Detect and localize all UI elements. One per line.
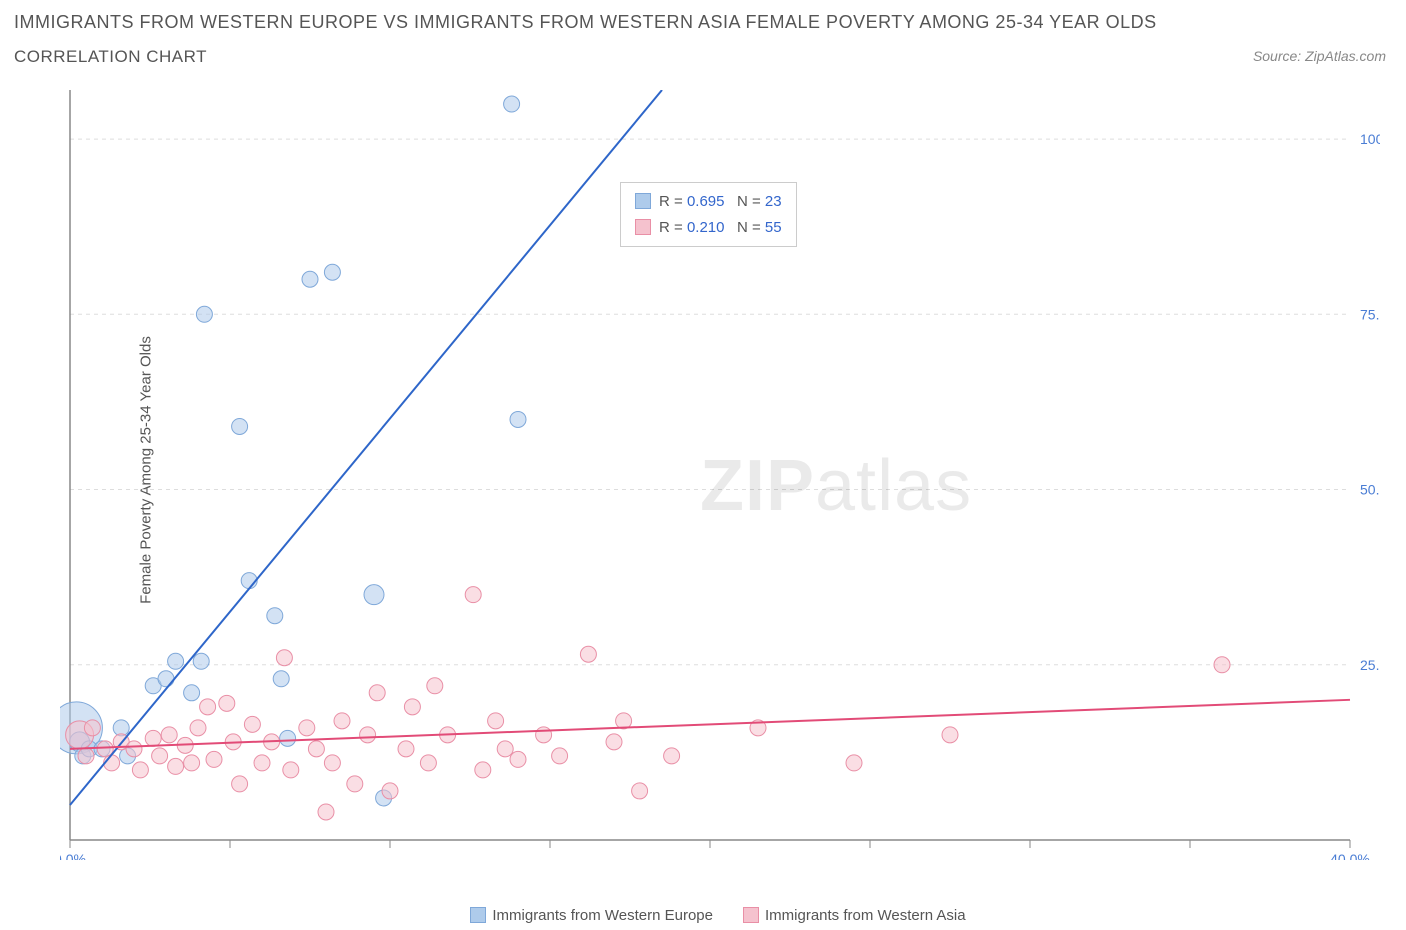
data-point (360, 727, 376, 743)
data-point (273, 671, 289, 687)
data-point (497, 741, 513, 757)
data-point (942, 727, 958, 743)
data-point (308, 741, 324, 757)
data-point (200, 699, 216, 715)
data-point (244, 716, 260, 732)
data-point (488, 713, 504, 729)
legend-swatch-icon (635, 219, 651, 235)
data-point (196, 306, 212, 322)
bottom-legend: Immigrants from Western Europe Immigrants… (0, 907, 1406, 924)
data-point (219, 695, 235, 711)
data-point (334, 713, 350, 729)
data-point (184, 685, 200, 701)
legend-swatch-icon (743, 907, 759, 923)
data-point (276, 650, 292, 666)
data-point (152, 748, 168, 764)
data-point (369, 685, 385, 701)
data-point (232, 418, 248, 434)
data-point (427, 678, 443, 694)
data-point (126, 741, 142, 757)
data-point (254, 755, 270, 771)
data-point (1214, 657, 1230, 673)
data-point (510, 751, 526, 767)
data-point (536, 727, 552, 743)
svg-text:25.0%: 25.0% (1360, 657, 1380, 673)
data-point (206, 751, 222, 767)
stats-legend-box: R = 0.695 N = 23R = 0.210 N = 55 (620, 182, 797, 247)
legend-swatch-icon (635, 193, 651, 209)
data-point (364, 585, 384, 605)
data-point (475, 762, 491, 778)
data-point (184, 755, 200, 771)
stats-row: R = 0.695 N = 23 (635, 189, 782, 215)
data-point (84, 720, 100, 736)
data-point (580, 646, 596, 662)
stats-row: R = 0.210 N = 55 (635, 215, 782, 241)
data-point (404, 699, 420, 715)
data-point (299, 720, 315, 736)
svg-text:40.0%: 40.0% (1330, 851, 1370, 860)
data-point (267, 608, 283, 624)
chart-title: IMMIGRANTS FROM WESTERN EUROPE VS IMMIGR… (14, 8, 1386, 37)
legend-label: Immigrants from Western Europe (492, 907, 713, 924)
data-point (232, 776, 248, 792)
legend-swatch-icon (470, 907, 486, 923)
data-point (846, 755, 862, 771)
data-point (318, 804, 334, 820)
data-point (193, 653, 209, 669)
svg-text:0.0%: 0.0% (60, 851, 86, 860)
data-point (190, 720, 206, 736)
data-point (504, 96, 520, 112)
data-point (158, 671, 174, 687)
data-point (465, 587, 481, 603)
svg-text:50.0%: 50.0% (1360, 482, 1380, 498)
legend-label: Immigrants from Western Asia (765, 907, 966, 924)
data-point (616, 713, 632, 729)
data-point (632, 783, 648, 799)
svg-text:75.0%: 75.0% (1360, 306, 1380, 322)
data-point (78, 748, 94, 764)
chart-subtitle: CORRELATION CHART (14, 47, 1386, 67)
data-point (132, 762, 148, 778)
data-point (168, 653, 184, 669)
data-point (347, 776, 363, 792)
data-point (161, 727, 177, 743)
trend-line (70, 700, 1350, 749)
data-point (552, 748, 568, 764)
data-point (606, 734, 622, 750)
data-point (168, 758, 184, 774)
data-point (302, 271, 318, 287)
data-point (382, 783, 398, 799)
svg-text:100.0%: 100.0% (1360, 131, 1380, 147)
chart-area: 25.0%50.0%75.0%100.0%0.0%40.0% ZIPatlas … (60, 90, 1380, 860)
data-point (283, 762, 299, 778)
data-point (145, 730, 161, 746)
data-point (324, 755, 340, 771)
data-point (398, 741, 414, 757)
data-point (420, 755, 436, 771)
trend-line (70, 90, 662, 805)
source-label: Source: ZipAtlas.com (1253, 48, 1386, 64)
data-point (664, 748, 680, 764)
data-point (510, 411, 526, 427)
data-point (324, 264, 340, 280)
data-point (280, 730, 296, 746)
